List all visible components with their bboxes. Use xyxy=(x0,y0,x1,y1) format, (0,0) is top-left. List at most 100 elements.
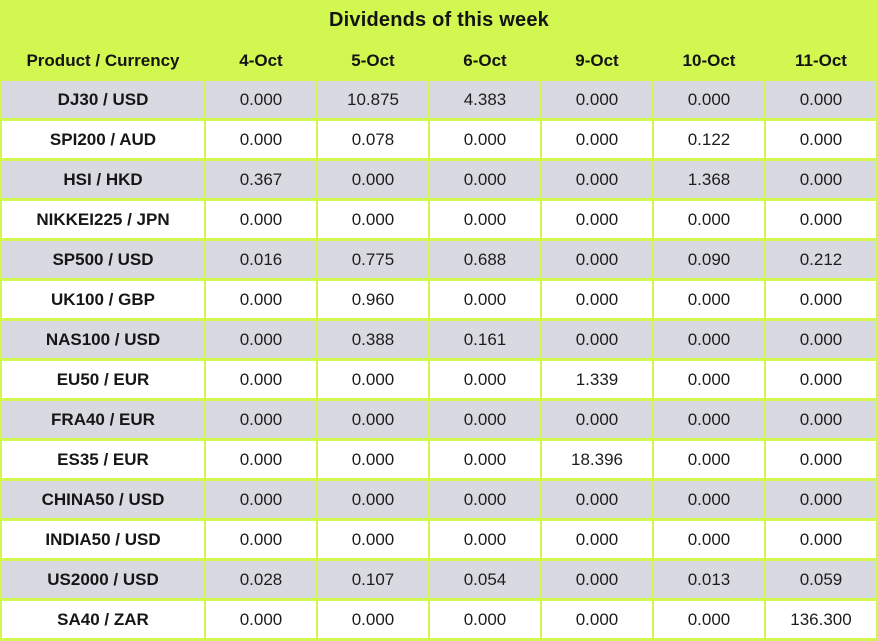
dividend-value-cell: 10.875 xyxy=(318,81,428,118)
dividend-value-cell: 0.960 xyxy=(318,281,428,318)
dividend-value-cell: 0.000 xyxy=(318,601,428,638)
dividend-value-cell: 0.090 xyxy=(654,241,764,278)
dividend-value-cell: 0.000 xyxy=(318,201,428,238)
dividend-value-cell: 0.000 xyxy=(766,401,876,438)
dividend-value-cell: 0.000 xyxy=(542,121,652,158)
table-row: DJ30 / USD 0.000 10.875 4.383 0.000 0.000 0.00… xyxy=(2,81,876,118)
table-row: FRA40 / EUR 0.000 0.000 0.000 0.000 0.000 0.00… xyxy=(2,401,876,438)
dividend-value-cell: 0.000 xyxy=(206,601,316,638)
header-row: Product / Currency 4-Oct 5-Oct 6-Oct 9-O… xyxy=(2,43,876,78)
dividend-value-cell: 0.000 xyxy=(318,481,428,518)
dividend-value-cell: 0.000 xyxy=(542,561,652,598)
dividend-value-cell: 0.000 xyxy=(206,81,316,118)
dividend-value-cell: 1.368 xyxy=(654,161,764,198)
dividend-value-cell: 0.000 xyxy=(654,441,764,478)
product-cell: EU50 / EUR xyxy=(2,361,204,398)
dividend-value-cell: 0.078 xyxy=(318,121,428,158)
table-row: EU50 / EUR 0.000 0.000 0.000 1.339 0.000 0.000 xyxy=(2,361,876,398)
dividend-value-cell: 0.107 xyxy=(318,561,428,598)
page-title: Dividends of this week xyxy=(328,8,549,31)
dividend-value-cell: 0.000 xyxy=(318,521,428,558)
dividend-value-cell: 0.000 xyxy=(318,441,428,478)
dividend-value-cell: 0.000 xyxy=(766,521,876,558)
dividend-value-cell: 0.000 xyxy=(430,281,540,318)
dividend-value-cell: 0.000 xyxy=(318,401,428,438)
dividend-value-cell: 0.775 xyxy=(318,241,428,278)
dividend-value-cell: 0.000 xyxy=(206,401,316,438)
product-cell: NIKKEI225 / JPN xyxy=(2,201,204,238)
column-header-product: Product / Currency xyxy=(26,50,180,70)
dividend-value-cell: 0.000 xyxy=(542,321,652,358)
column-header-date-6: 11-Oct xyxy=(795,50,847,70)
dividend-value-cell: 0.000 xyxy=(654,321,764,358)
column-header-date-2: 5-Oct xyxy=(351,50,395,70)
product-cell: SP500 / USD xyxy=(2,241,204,278)
dividend-value-cell: 0.000 xyxy=(654,601,764,638)
dividend-value-cell: 0.122 xyxy=(654,121,764,158)
product-cell: UK100 / GBP xyxy=(2,281,204,318)
table-row: US2000 / USD 0.028 0.107 0.054 0.000 0.013 0.0… xyxy=(2,561,876,598)
dividend-value-cell: 0.000 xyxy=(430,441,540,478)
dividend-value-cell: 0.016 xyxy=(206,241,316,278)
dividend-value-cell: 0.000 xyxy=(542,161,652,198)
product-cell: CHINA50 / USD xyxy=(2,481,204,518)
dividend-value-cell: 0.161 xyxy=(430,321,540,358)
dividend-value-cell: 4.383 xyxy=(430,81,540,118)
table-row: CHINA50 / USD 0.000 0.000 0.000 0.000 0.000 0.… xyxy=(2,481,876,518)
dividend-value-cell: 0.000 xyxy=(206,121,316,158)
table-row: INDIA50 / USD 0.000 0.000 0.000 0.000 0.000 0.… xyxy=(2,521,876,558)
dividend-value-cell: 0.000 xyxy=(542,521,652,558)
dividend-value-cell: 0.000 xyxy=(654,361,764,398)
dividend-value-cell: 136.300 xyxy=(766,601,876,638)
dividend-value-cell: 0.000 xyxy=(766,281,876,318)
dividend-value-cell: 0.000 xyxy=(206,481,316,518)
product-cell: US2000 / USD xyxy=(2,561,204,598)
dividend-value-cell: 0.000 xyxy=(654,201,764,238)
dividend-value-cell: 0.000 xyxy=(206,281,316,318)
dividend-value-cell: 0.000 xyxy=(766,161,876,198)
table-body: DJ30 / USD 0.000 10.875 4.383 0.000 0.000 0.00… xyxy=(2,81,876,638)
dividend-value-cell: 0.000 xyxy=(542,481,652,518)
dividend-value-cell: 0.000 xyxy=(654,81,764,118)
dividend-value-cell: 0.000 xyxy=(206,201,316,238)
dividend-value-cell: 0.013 xyxy=(654,561,764,598)
dividend-value-cell: 0.000 xyxy=(654,281,764,318)
dividend-value-cell: 0.000 xyxy=(766,481,876,518)
dividend-value-cell: 0.054 xyxy=(430,561,540,598)
dividend-value-cell: 0.000 xyxy=(542,401,652,438)
table-row: SP500 / USD 0.016 0.775 0.688 0.000 0.090 0.21… xyxy=(2,241,876,278)
dividend-value-cell: 0.000 xyxy=(654,481,764,518)
dividend-value-cell: 0.688 xyxy=(430,241,540,278)
dividend-value-cell: 0.000 xyxy=(654,401,764,438)
dividend-value-cell: 0.000 xyxy=(430,161,540,198)
dividend-value-cell: 0.000 xyxy=(542,201,652,238)
product-cell: INDIA50 / USD xyxy=(2,521,204,558)
dividend-value-cell: 0.000 xyxy=(318,161,428,198)
dividend-value-cell: 0.059 xyxy=(766,561,876,598)
table-header: Product / Currency 4-Oct 5-Oct 6-Oct 9-O… xyxy=(2,43,876,78)
dividend-value-cell: 0.000 xyxy=(430,121,540,158)
table-row: SA40 / ZAR 0.000 0.000 0.000 0.000 0.000 136.3… xyxy=(2,601,876,638)
product-cell: NAS100 / USD xyxy=(2,321,204,358)
dividend-value-cell: 0.000 xyxy=(206,441,316,478)
product-cell: DJ30 / USD xyxy=(2,81,204,118)
dividend-value-cell: 0.000 xyxy=(430,201,540,238)
dividend-value-cell: 0.000 xyxy=(766,121,876,158)
table-row: HSI / HKD 0.367 0.000 0.000 0.000 1.368 0.000 xyxy=(2,161,876,198)
dividend-value-cell: 0.000 xyxy=(766,441,876,478)
dividend-value-cell: 0.000 xyxy=(766,361,876,398)
dividend-value-cell: 0.000 xyxy=(542,81,652,118)
dividend-value-cell: 0.000 xyxy=(654,521,764,558)
dividend-value-cell: 0.000 xyxy=(430,401,540,438)
column-header-date-1: 4-Oct xyxy=(239,50,283,70)
dividend-value-cell: 18.396 xyxy=(542,441,652,478)
dividend-value-cell: 0.000 xyxy=(430,361,540,398)
dividend-value-cell: 0.000 xyxy=(206,361,316,398)
column-header-date-4: 9-Oct xyxy=(575,50,619,70)
dividend-value-cell: 0.000 xyxy=(206,521,316,558)
title-bar: Dividends of this week xyxy=(0,0,878,40)
dividend-value-cell: 0.000 xyxy=(430,481,540,518)
product-cell: SA40 / ZAR xyxy=(2,601,204,638)
dividend-value-cell: 0.000 xyxy=(766,81,876,118)
